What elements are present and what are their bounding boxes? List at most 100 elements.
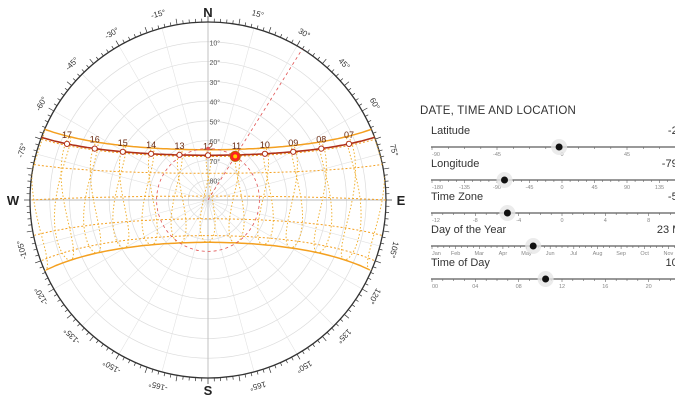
altitude-label: 10° bbox=[210, 39, 221, 47]
compass-tick bbox=[66, 314, 72, 319]
control-label: Time Zone bbox=[431, 191, 484, 203]
compass-tick bbox=[35, 254, 39, 257]
compass-tick bbox=[106, 347, 109, 351]
control-day-of-the-year: Day of the Year 23 May Jan Feb Mar Apr May Jun J… bbox=[431, 224, 675, 256]
panel-title: DATE, TIME AND LOCATION bbox=[420, 105, 577, 117]
compass-tick bbox=[157, 25, 160, 29]
slider-tick-label: -90 bbox=[493, 185, 501, 190]
compass-tick bbox=[250, 372, 253, 377]
compass-tick bbox=[175, 375, 178, 382]
compass-tick bbox=[106, 49, 109, 53]
compass-tick bbox=[101, 52, 104, 57]
compass-tick bbox=[33, 149, 37, 152]
slider-handle[interactable] bbox=[555, 143, 563, 151]
slider-tick-label: 00 bbox=[432, 284, 438, 289]
control-value: -79.00 bbox=[661, 158, 675, 170]
compass-tick bbox=[128, 359, 131, 364]
control-label: Time of Day bbox=[431, 257, 490, 269]
azimuth-line bbox=[53, 199, 209, 290]
slider-tick-label: -8 bbox=[473, 218, 478, 223]
compass-tick bbox=[317, 340, 321, 344]
compass-tick bbox=[382, 161, 386, 164]
hour-analemma bbox=[313, 141, 333, 254]
slider-handle[interactable] bbox=[503, 209, 511, 217]
slider-tick-label: 12 bbox=[559, 284, 565, 289]
altitude-label: 60° bbox=[210, 138, 221, 146]
compass-tick bbox=[307, 49, 310, 53]
compass-tick bbox=[370, 272, 374, 275]
compass-tick bbox=[44, 120, 49, 123]
compass-tick bbox=[322, 336, 327, 342]
slider[interactable]: -180-135-90-45045901351 bbox=[431, 168, 675, 190]
compass-tick bbox=[274, 31, 277, 36]
slider-tick-label: -12 bbox=[432, 218, 440, 223]
compass-tick bbox=[358, 103, 363, 106]
compass-tick bbox=[375, 136, 382, 140]
compass-tick bbox=[64, 87, 68, 91]
compass-tick bbox=[379, 149, 383, 152]
azimuth-label: 165° bbox=[249, 379, 267, 392]
compass-tick bbox=[317, 56, 321, 60]
slider-tick-label: -90 bbox=[432, 152, 440, 157]
monthly-sun-path bbox=[30, 195, 386, 201]
slider-handle[interactable] bbox=[529, 242, 537, 250]
compass-tick bbox=[302, 45, 305, 50]
slider-handle[interactable] bbox=[542, 275, 550, 283]
slider-handle[interactable] bbox=[501, 176, 508, 184]
azimuth-label: 60° bbox=[368, 96, 382, 111]
azimuth-label: -135° bbox=[62, 326, 82, 346]
compass-tick bbox=[57, 299, 61, 302]
compass-tick bbox=[81, 69, 85, 73]
compass-west-label: W bbox=[7, 193, 20, 208]
slider-tick-label: 135 bbox=[655, 185, 664, 190]
compass-tick bbox=[115, 40, 120, 47]
azimuth-line bbox=[118, 199, 209, 355]
compass-tick bbox=[26, 230, 33, 233]
slider[interactable]: JanFebMarAprMayJunJulAugSepOctNovDec bbox=[431, 234, 675, 256]
hour-analemma bbox=[53, 136, 74, 261]
compass-tick bbox=[238, 375, 241, 382]
compass-tick bbox=[95, 56, 99, 60]
hour-marker bbox=[119, 148, 126, 155]
slider[interactable]: -12-8-40481 bbox=[431, 201, 675, 223]
azimuth-label: -75° bbox=[16, 142, 29, 159]
azimuth-label: -30° bbox=[103, 26, 120, 41]
slider-tick-label: 16 bbox=[602, 284, 608, 289]
compass-tick bbox=[367, 120, 372, 123]
hour-analemma bbox=[340, 135, 362, 261]
compass-tick bbox=[44, 277, 49, 280]
compass-tick bbox=[53, 103, 58, 106]
hour-marker bbox=[290, 148, 297, 155]
hour-label: 14 bbox=[146, 140, 156, 150]
compass-tick bbox=[34, 136, 41, 140]
compass-tick bbox=[34, 260, 41, 264]
hour-analemma bbox=[285, 144, 303, 249]
compass-tick bbox=[115, 353, 120, 360]
compass-tick bbox=[377, 143, 381, 146]
slider[interactable]: 0004081216202 bbox=[431, 267, 675, 289]
compass-tick bbox=[375, 260, 382, 264]
azimuth-line bbox=[81, 199, 209, 327]
compass-tick bbox=[383, 230, 390, 233]
compass-tick bbox=[26, 167, 33, 170]
sunpath-diagram[interactable]: N S E W 15° 30° 45° 60° 75° 105° 120° 135° 150° 1… bbox=[0, 0, 420, 398]
compass-tick bbox=[139, 31, 142, 36]
compass-tick bbox=[86, 64, 90, 68]
compass-tick bbox=[262, 369, 265, 373]
compass-tick bbox=[66, 81, 72, 86]
compass-tick bbox=[86, 332, 90, 336]
azimuth-line bbox=[53, 110, 209, 201]
azimuth-line bbox=[207, 45, 298, 201]
compass-tick bbox=[340, 78, 344, 82]
compass-tick bbox=[302, 350, 305, 355]
slider-tick-label: Oct bbox=[640, 251, 649, 256]
sunpath-grid bbox=[30, 22, 386, 378]
azimuth-line bbox=[35, 199, 209, 247]
compass-tick bbox=[133, 34, 136, 38]
sun-azimuth-line bbox=[207, 156, 236, 201]
location-panel: DATE, TIME AND LOCATION Latitude -2.00 -90… bbox=[420, 104, 675, 294]
compass-tick bbox=[144, 367, 148, 374]
